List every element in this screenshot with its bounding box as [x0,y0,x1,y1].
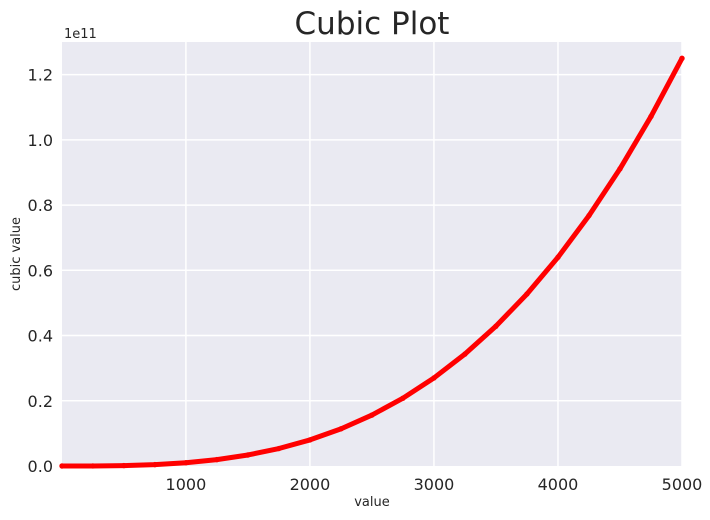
y-axis-ticks: 0.0 0.2 0.4 0.6 0.8 1.0 1.2 [28,66,53,476]
data-series-layer [59,55,685,469]
cubic-data-point [586,212,592,219]
chart-title: Cubic Plot [295,6,450,42]
cubic-data-point [524,291,530,297]
cubic-data-point [648,113,654,120]
cubic-data-point [679,55,685,62]
x-tick-label: 4000 [538,475,579,494]
cubic-data-point [276,445,282,452]
x-axis-label: value [354,495,390,510]
x-tick-label: 1000 [166,475,207,494]
y-tick-label: 0.2 [28,392,53,411]
y-tick-label: 0.0 [28,457,53,476]
y-tick-label: 0.6 [28,261,53,280]
y-tick-label: 1.0 [28,131,53,150]
grid-lines [62,42,683,466]
y-axis-offset-label: 1e11 [64,27,97,42]
cubic-data-point [338,426,344,432]
cubic-data-point [462,351,468,357]
x-tick-label: 2000 [290,475,331,494]
cubic-data-point [59,463,65,469]
cubic-data-point [555,254,561,260]
cubic-data-point [617,166,623,172]
cubic-data-point [152,461,158,468]
cubic-data-point [493,323,499,329]
cubic-data-point [183,460,189,466]
y-tick-label: 0.4 [28,327,53,346]
x-axis-ticks: 1000 2000 3000 4000 5000 [166,475,703,494]
cubic-data-point [214,456,220,463]
y-tick-label: 0.8 [28,196,53,215]
cubic-data-point [121,462,127,469]
cubic-data-point [400,395,406,401]
y-tick-label: 1.2 [28,66,53,85]
plot-area [62,42,682,466]
cubic-data-point [369,412,375,418]
cubic-data-point [307,437,313,443]
x-tick-label: 3000 [414,475,455,494]
cubic-data-point [431,375,437,381]
y-axis-label: cubic value [9,217,24,291]
x-tick-label: 5000 [662,475,703,494]
cubic-data-point [245,452,251,458]
cubic-data-point [90,463,96,469]
